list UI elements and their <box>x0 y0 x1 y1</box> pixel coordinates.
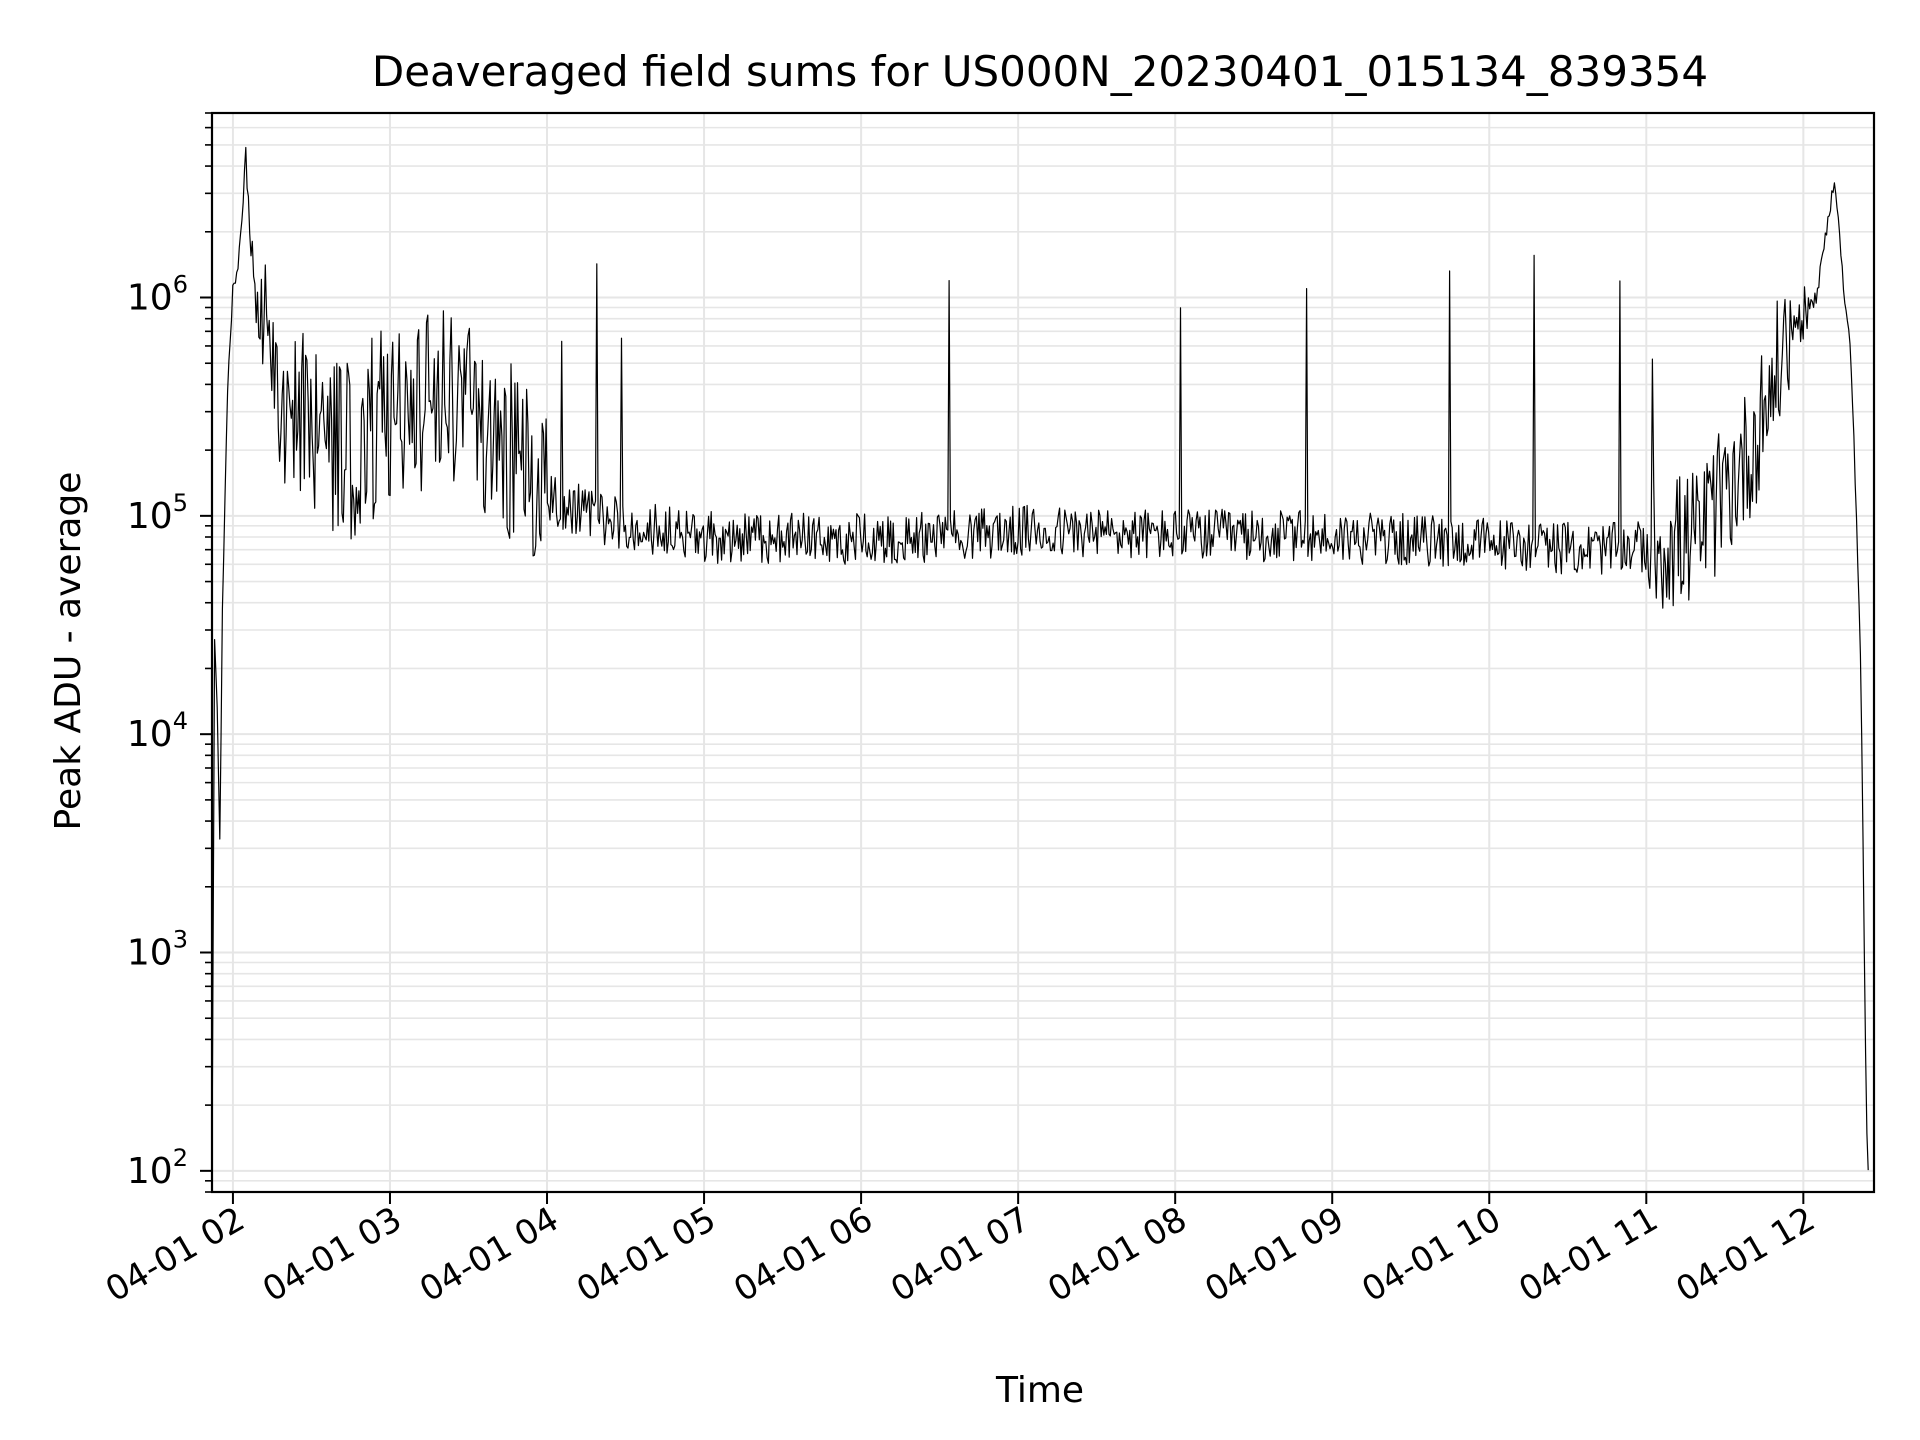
data-line <box>211 146 1869 1172</box>
y-axis-label: Peak ADU - average <box>48 472 89 831</box>
plot-frame <box>210 111 1876 1194</box>
data-line-group <box>211 146 1869 1172</box>
y-tick-label: 103 <box>127 926 188 974</box>
y-tick-label: 102 <box>127 1144 188 1192</box>
y-tick-label: 105 <box>127 489 188 537</box>
grid-lines <box>212 112 1874 1193</box>
x-axis-label: Time <box>995 1370 1084 1411</box>
y-tick-label: 106 <box>127 271 188 319</box>
y-axis-ticks: 102 103 104 105 106 <box>127 112 212 1193</box>
chart-title: Deaveraged field sums for US000N_2023040… <box>372 47 1708 96</box>
y-tick-label: 104 <box>127 707 188 755</box>
